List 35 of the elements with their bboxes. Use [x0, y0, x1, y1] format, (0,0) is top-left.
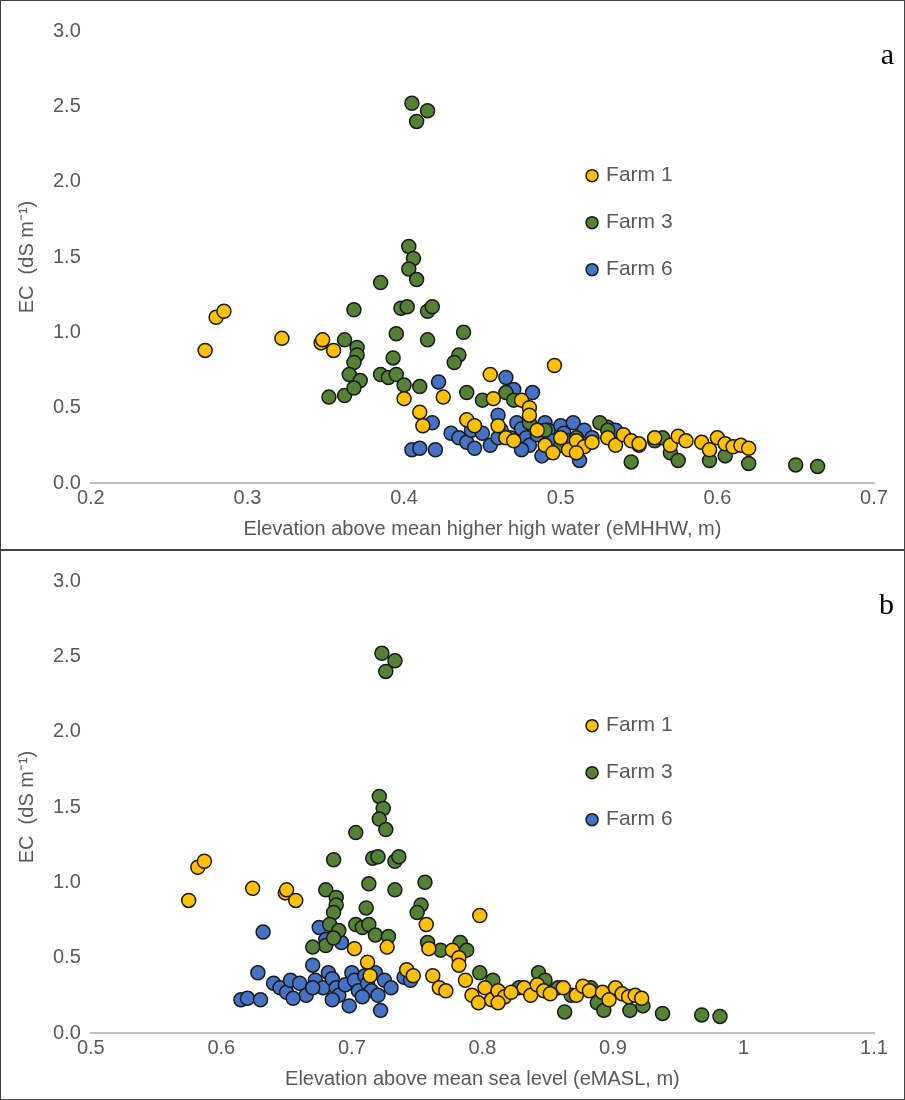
legend-label: Farm 6 — [606, 806, 673, 830]
x-tick-label: 0.4 — [390, 485, 418, 508]
y-tick-label: 0.5 — [52, 945, 81, 968]
text: b — [879, 586, 894, 620]
y-tick-label: 2.0 — [52, 169, 81, 192]
legend-label: Farm 1 — [606, 712, 673, 736]
x-tick-label: 0.3 — [233, 485, 262, 508]
legend-label: Farm 3 — [606, 759, 673, 783]
x-axis-title: Elevation above mean higher high water (eMHHW, m) — [243, 516, 722, 539]
x-tick-label: 0.8 — [468, 1035, 497, 1058]
x-axis-title: Elevation above mean sea level (eMASL, m) — [285, 1066, 680, 1089]
y-tick-label: 1.5 — [52, 244, 81, 267]
x-tick-label: 0.6 — [207, 1035, 236, 1058]
y-tick-label: 3.0 — [52, 568, 81, 591]
y-axis-title: EC (dS m⁻¹) — [14, 750, 37, 864]
y-tick-label: 1.0 — [52, 319, 81, 342]
x-tick-label: 0.9 — [599, 1035, 627, 1058]
legend-label: Farm 6 — [606, 256, 673, 280]
y-tick-label: 2.5 — [52, 643, 81, 666]
y-tick-label: 1.5 — [52, 794, 81, 817]
y-tick-label: 0.5 — [52, 395, 81, 418]
y-tick-label: 2.0 — [52, 719, 81, 742]
x-tick-label: 0.6 — [703, 485, 732, 508]
legend-label: Farm 1 — [606, 162, 673, 186]
y-tick-label: 3.0 — [52, 18, 81, 41]
y-axis-title: EC (dS m⁻¹) — [14, 200, 37, 314]
legend-label: Farm 3 — [606, 209, 673, 233]
x-tick-label: 0.5 — [546, 485, 575, 508]
x-tick-label: 0.7 — [860, 485, 888, 508]
x-tick-label: 1 — [737, 1035, 750, 1058]
text: a — [880, 36, 894, 70]
y-tick-label: 1.0 — [52, 869, 81, 892]
x-tick-label: 0.7 — [337, 1035, 366, 1058]
y-tick-label: 2.5 — [52, 93, 81, 116]
x-tick-label: 1.1 — [860, 1035, 888, 1058]
